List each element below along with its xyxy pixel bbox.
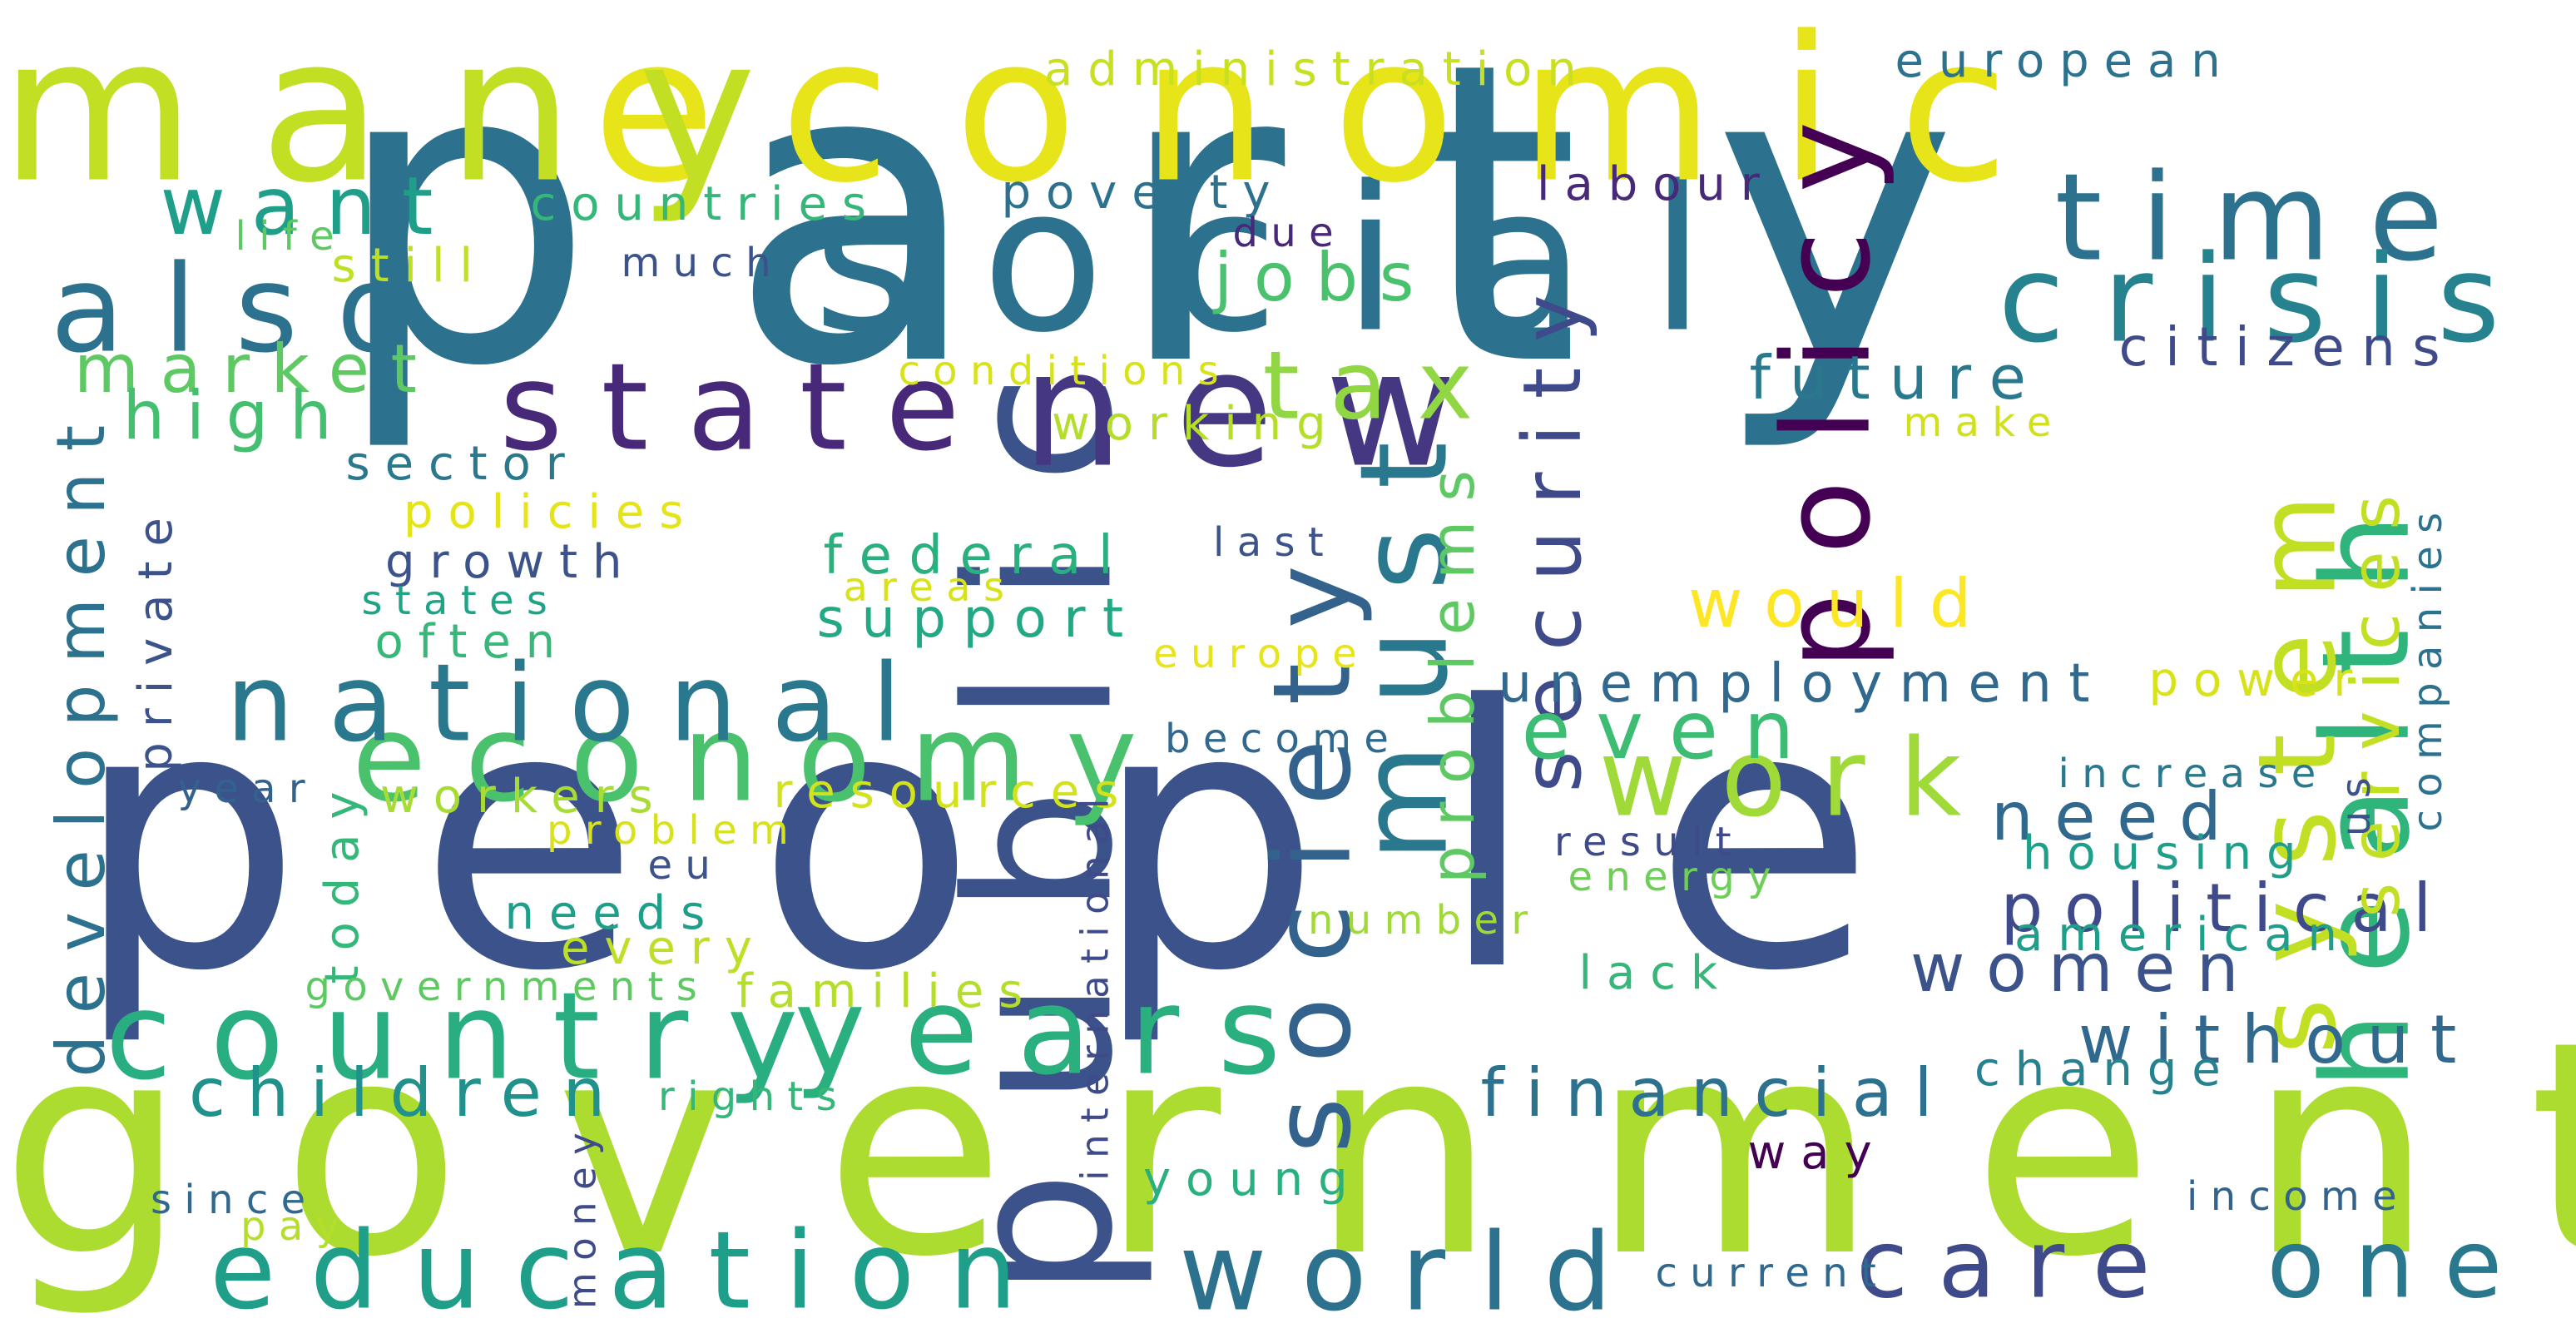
word-housing: housing [2023,826,2311,880]
word-want: want [160,160,459,253]
word-growth: growth [385,535,637,589]
word-administration: administration [1044,42,1592,97]
word-also: also [50,239,449,380]
word-years: years [794,961,1320,1103]
word-working: working [1052,397,1341,451]
word-problem: problem [547,807,802,854]
word-year: year [177,766,319,812]
word-support: support [816,588,1141,650]
word-women: women [1910,929,2261,1007]
word-one: one [2266,1209,2533,1320]
word-current: current [1655,1250,1890,1296]
word-problems: problems [1417,451,1488,884]
word-us: us [2333,764,2380,837]
word-eu: eu [647,842,724,889]
word-children: children [189,1054,627,1132]
word-money: money [560,1120,605,1310]
word-make: make [1903,399,2064,446]
word-development: development [42,404,121,1078]
word-citizens: citizens [2118,317,2458,379]
word-work: work [1598,716,1996,841]
word-states: states [361,577,561,624]
word-labour: labour [1537,157,1775,211]
word-crisis: crisis [1998,229,2539,370]
word-political: political [2000,870,2453,947]
word-income: income [2187,1173,2410,1220]
word-financial: financial [1480,1054,1954,1132]
word-lack: lack [1578,946,1733,1000]
word-people: people [73,630,1991,1050]
word-europe: europe [1153,631,1370,677]
word-since: since [151,1177,319,1223]
word-even: even [1521,684,1821,777]
word-care: care [1856,1209,2181,1320]
word-new: new [1022,315,1508,503]
word-poverty: poverty [1001,166,1286,220]
word-unemployment: unemployment [1498,653,2107,715]
word-tax: tax [1262,330,1503,441]
word-market: market [74,330,438,408]
word-pay: pay [240,1203,353,1250]
word-many: many [0,0,821,227]
word-policies: policies [404,485,699,539]
word-still: still [331,239,488,293]
word-time: time [2054,147,2482,289]
word-much: much [621,240,784,286]
word-last: last [1213,519,1337,566]
word-rights: rights [658,1073,850,1120]
word-national: national [225,641,936,766]
word-need: need [1991,778,2243,855]
word-workers: workers [380,770,668,824]
word-jobs: jobs [1214,239,1436,316]
word-government: government [0,979,2576,1321]
word-state: state [499,337,998,478]
word-social: social [813,142,1770,377]
word-without: without [2078,1001,2478,1078]
word-energy: energy [1568,854,1784,900]
word-private: private [129,503,184,772]
word-often: often [374,615,570,669]
word-high: high [122,377,354,454]
word-future: future [1749,343,2045,413]
word-companies: companies [2404,499,2451,832]
word-world: world [1179,1210,1647,1336]
word-due: due [1232,210,1347,256]
word-economy: economy [352,688,1177,830]
word-young: young [1143,1152,1363,1207]
word-education: education [210,1208,1052,1334]
word-needs: needs [504,886,721,940]
word-international: international [1073,786,1117,1181]
word-country: country [105,966,837,1108]
word-result: result [1554,819,1744,865]
word-society: society [1250,530,1375,1154]
word-european: european [1895,34,2236,88]
word-governments: governments [305,964,711,1010]
word-families: families [736,964,1038,1018]
word-increase: increase [2058,751,2329,797]
word-areas: areas [843,564,1018,611]
word-federal: federal [823,525,1131,587]
word-power: power [2148,653,2368,707]
word-countries: countries [530,177,881,231]
word-conditions: conditions [898,348,1232,394]
word-change: change [1974,1043,2236,1097]
word-party: party [332,0,2091,457]
word-become: become [1165,716,1402,762]
word-resources: resources [773,765,1134,819]
word-today: today [315,776,369,984]
word-life: life [235,213,348,260]
word-american: american [2014,908,2352,962]
word-number: number [1308,897,1541,944]
word-every: every [561,921,767,975]
word-economic: economic [592,0,2073,227]
word-would: would [1688,565,1994,642]
word-way: way [1747,1126,1887,1180]
word-sector: sector [345,437,580,491]
